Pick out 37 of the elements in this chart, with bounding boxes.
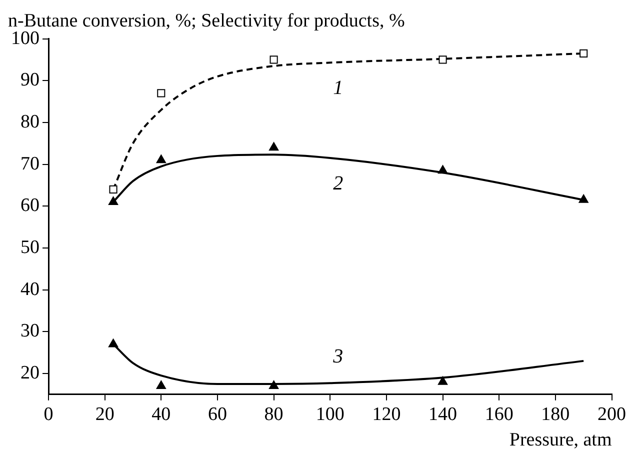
x-tick-label: 160 [484,404,514,425]
y-tick-label: 60 [20,195,40,216]
series-label: 1 [333,76,344,99]
y-tick-label: 40 [20,278,40,300]
x-tick-label: 120 [372,404,401,425]
point [109,185,118,194]
point [578,194,588,203]
point [156,154,166,164]
series-label: 3 [332,345,344,368]
y-tick-label: 90 [20,70,40,91]
point [580,49,588,58]
y-tick-label: 70 [20,153,40,174]
point [438,165,448,174]
point [268,380,279,390]
x-tick-label: 80 [264,404,284,425]
x-tick-label: 200 [598,404,626,425]
point [156,380,166,390]
series-label: 2 [333,172,344,194]
x-tick-label: 180 [541,404,570,425]
point [268,142,279,151]
x-tick-label: 60 [208,404,227,425]
y-tick-label: 30 [20,320,40,342]
x-tick-label: 40 [152,404,171,425]
point [438,376,448,385]
x-tick-label: 20 [95,404,114,425]
point [108,338,118,348]
y-tick-label: 50 [20,236,40,258]
y-tick-label: 20 [20,362,40,384]
x-tick-label: 100 [316,404,344,425]
point [157,89,166,98]
point [108,196,118,205]
y-tick-label: 80 [20,111,40,132]
x-tick-label: 0 [44,404,54,425]
point [270,56,278,64]
x-tick-label: 140 [428,404,458,425]
point [438,56,447,64]
x-axis-title: Pressure, atm [509,430,612,451]
